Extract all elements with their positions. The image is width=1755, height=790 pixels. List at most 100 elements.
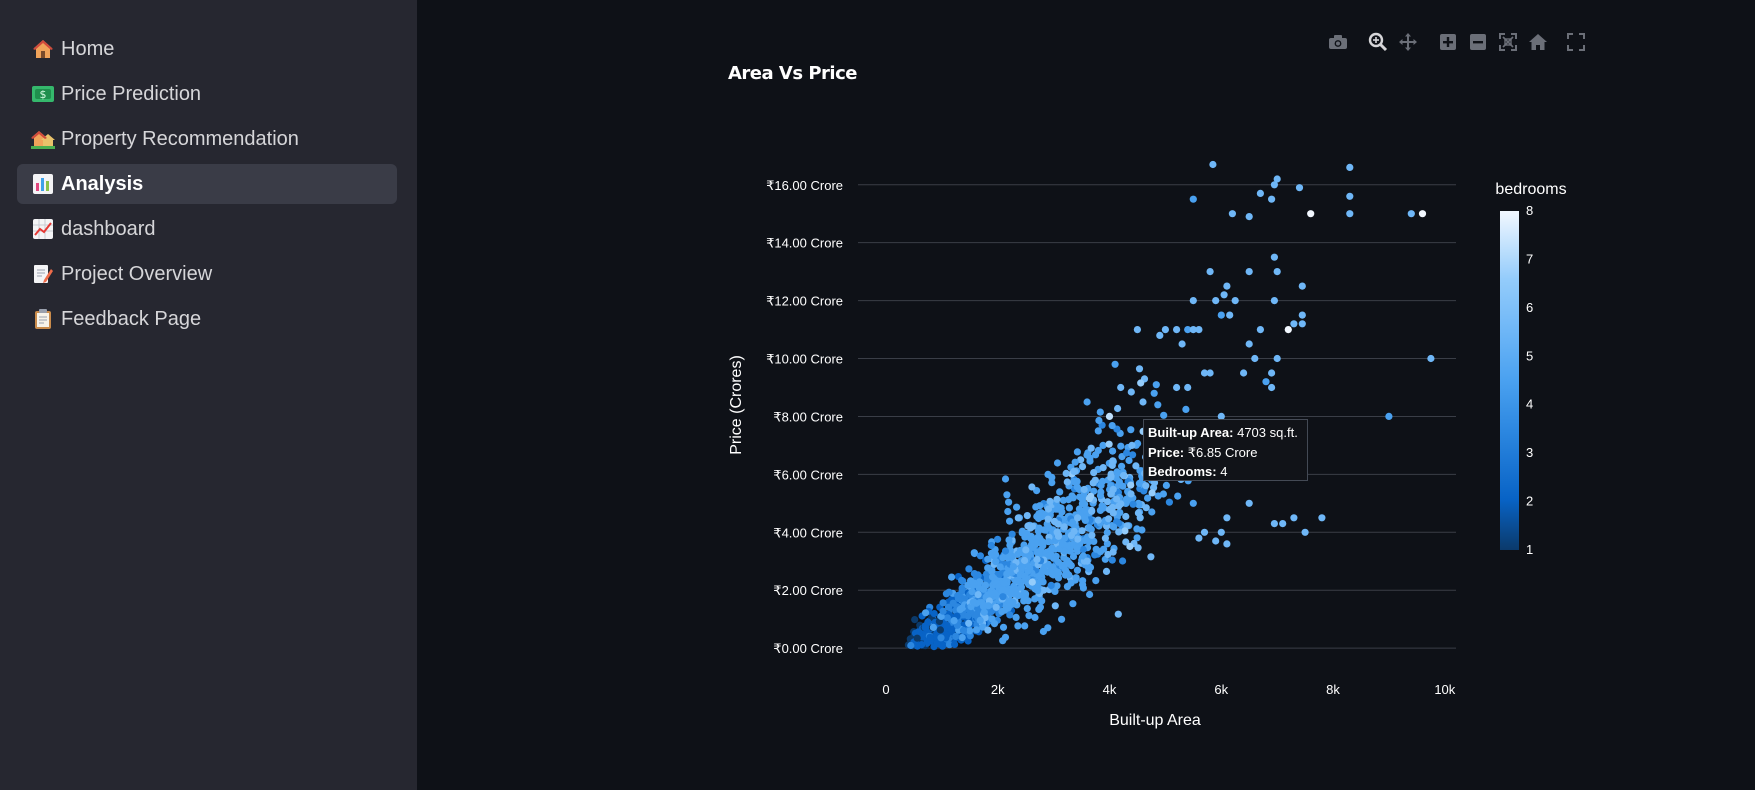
scatter-point[interactable] — [964, 612, 972, 620]
scatter-point[interactable] — [1109, 548, 1117, 556]
scatter-point[interactable] — [996, 570, 1004, 578]
sidebar-item-dashboard[interactable]: dashboard — [17, 209, 397, 249]
scatter-point[interactable] — [1156, 331, 1164, 339]
scatter-point[interactable] — [1014, 514, 1022, 522]
scatter-point[interactable] — [1054, 574, 1063, 582]
scatter-point[interactable] — [1122, 495, 1130, 503]
scatter-point[interactable] — [999, 637, 1007, 645]
scatter-point[interactable] — [1031, 595, 1039, 603]
scatter-point[interactable] — [1114, 509, 1123, 517]
scatter-point[interactable] — [1245, 340, 1253, 348]
scatter-point[interactable] — [1006, 611, 1014, 619]
scatter-point[interactable] — [1014, 622, 1022, 630]
sidebar-item-project-overview[interactable]: Project Overview — [17, 254, 397, 294]
scatter-point[interactable] — [1150, 479, 1159, 487]
scatter-point[interactable] — [1060, 523, 1068, 531]
scatter-point[interactable] — [1094, 446, 1102, 455]
scatter-point[interactable] — [951, 640, 959, 649]
scatter-point[interactable] — [1174, 492, 1182, 500]
scatter-point[interactable] — [999, 554, 1007, 562]
scatter-point[interactable] — [1346, 163, 1354, 171]
scatter-point[interactable] — [976, 552, 985, 560]
scatter-point[interactable] — [1044, 505, 1053, 513]
scatter-point[interactable] — [1346, 210, 1354, 218]
scatter-point[interactable] — [1127, 426, 1135, 434]
scatter-point[interactable] — [911, 616, 919, 624]
scatter-point[interactable] — [1135, 479, 1143, 487]
scatter-point[interactable] — [1058, 562, 1066, 570]
scatter-point[interactable] — [1069, 552, 1078, 561]
scatter-point[interactable] — [1137, 379, 1145, 387]
scatter-point[interactable] — [1128, 441, 1136, 449]
scatter-point[interactable] — [954, 594, 963, 603]
scatter-point[interactable] — [1135, 365, 1144, 373]
scatter-point[interactable] — [1051, 602, 1059, 610]
scatter-point[interactable] — [1127, 490, 1135, 498]
scatter-point[interactable] — [1092, 577, 1100, 585]
zoom-in-icon[interactable] — [1436, 30, 1460, 54]
scatter-point[interactable] — [1035, 548, 1043, 557]
scatter-point[interactable] — [1148, 489, 1156, 497]
sidebar-item-analysis[interactable]: Analysis — [17, 164, 397, 204]
scatter-point[interactable] — [1217, 311, 1225, 319]
scatter-point[interactable] — [1119, 472, 1128, 480]
scatter-point[interactable] — [1088, 531, 1096, 539]
scatter-point[interactable] — [1147, 553, 1155, 561]
scatter-point[interactable] — [987, 541, 995, 550]
scatter-point[interactable] — [970, 549, 979, 558]
zoom-icon[interactable] — [1366, 30, 1390, 54]
scatter-point[interactable] — [1074, 514, 1082, 522]
scatter-point[interactable] — [932, 633, 940, 641]
scatter-point[interactable] — [907, 641, 915, 650]
scatter-point[interactable] — [1195, 534, 1203, 542]
scatter-point[interactable] — [1004, 507, 1012, 516]
scatter-point[interactable] — [1096, 548, 1105, 556]
scatter-point[interactable] — [1173, 326, 1181, 334]
scatter-point[interactable] — [1078, 463, 1087, 471]
scatter-point[interactable] — [1125, 456, 1133, 465]
scatter-point[interactable] — [992, 558, 1000, 566]
scatter-point[interactable] — [966, 627, 974, 635]
scatter-point[interactable] — [1094, 516, 1102, 524]
scatter-point[interactable] — [984, 626, 992, 634]
scatter-point[interactable] — [1270, 181, 1278, 189]
scatter-point[interactable] — [1020, 597, 1028, 605]
scatter-point[interactable] — [1132, 462, 1140, 470]
scatter-point[interactable] — [1021, 622, 1029, 630]
scatter-point[interactable] — [1008, 530, 1016, 538]
scatter-point[interactable] — [1109, 509, 1117, 517]
scatter-point[interactable] — [1096, 408, 1104, 416]
scatter-point[interactable] — [1001, 475, 1010, 483]
scatter-point[interactable] — [1152, 381, 1160, 389]
scatter-point[interactable] — [1078, 500, 1086, 508]
scatter-point[interactable] — [999, 593, 1007, 601]
scatter-point[interactable] — [1012, 613, 1020, 622]
scatter-point[interactable] — [1160, 411, 1168, 419]
scatter-point[interactable] — [988, 573, 997, 581]
scatter-point[interactable] — [945, 641, 954, 649]
scatter-point[interactable] — [1059, 496, 1067, 504]
scatter-point[interactable] — [990, 620, 999, 628]
scatter-point[interactable] — [1206, 268, 1214, 276]
scatter-point[interactable] — [1103, 529, 1111, 537]
scatter-point[interactable] — [1006, 517, 1014, 525]
scatter-point[interactable] — [984, 555, 992, 563]
scatter-point[interactable] — [1231, 297, 1239, 305]
scatter-point[interactable] — [1023, 605, 1031, 613]
scatter-point[interactable] — [1044, 470, 1052, 478]
scatter-point[interactable] — [996, 563, 1004, 571]
scatter-point[interactable] — [1084, 563, 1092, 571]
scatter-point[interactable] — [1127, 481, 1135, 489]
scatter-point[interactable] — [1123, 449, 1131, 457]
scatter-point[interactable] — [937, 640, 945, 648]
scatter-point[interactable] — [1036, 512, 1044, 520]
scatter-point[interactable] — [1003, 570, 1011, 578]
scatter-point[interactable] — [1094, 427, 1102, 435]
scatter-point[interactable] — [1161, 326, 1169, 334]
scatter-point[interactable] — [1070, 527, 1078, 535]
scatter-point[interactable] — [1256, 189, 1264, 197]
scatter-point[interactable] — [1009, 563, 1018, 571]
scatter-point[interactable] — [1035, 524, 1043, 532]
scatter-point[interactable] — [1301, 528, 1309, 536]
scatter-point[interactable] — [969, 598, 977, 606]
